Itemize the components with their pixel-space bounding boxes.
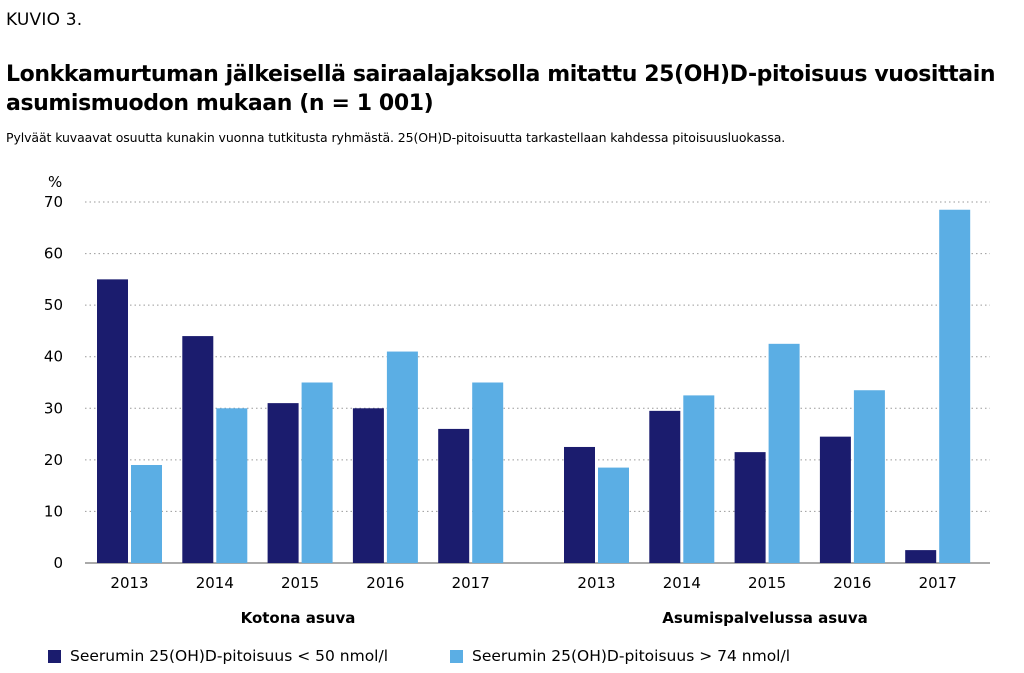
chart-title: Lonkkamurtuman jälkeisellä sairaalajakso…: [6, 62, 996, 116]
y-tick-label: 70: [44, 193, 63, 211]
bar-asumispalvelu-2015-below50: [734, 452, 766, 563]
x-category-label: 2014: [196, 574, 234, 592]
bar-asumispalvelu-2013-above74: [598, 467, 629, 563]
y-tick-label: 0: [53, 554, 63, 572]
y-axis-unit-label: %: [48, 173, 62, 191]
group-label: Kotona asuva: [241, 609, 356, 627]
y-tick-label: 30: [44, 399, 63, 417]
bar-kotona-2014-above74: [216, 408, 248, 563]
chart-subtitle: Pylväät kuvaavat osuutta kunakin vuonna …: [6, 130, 786, 145]
bars: [97, 209, 971, 563]
x-category-label: 2014: [663, 574, 701, 592]
bar-kotona-2016-below50: [352, 408, 384, 563]
group-labels: Kotona asuva Asumispalvelussa asuva: [241, 609, 868, 627]
x-category-label: 2013: [577, 574, 615, 592]
group-label: Asumispalvelussa asuva: [662, 609, 868, 627]
bar-kotona-2013-below50: [97, 279, 128, 563]
y-tick-label: 40: [44, 348, 63, 366]
y-tick-label: 20: [44, 451, 63, 469]
y-axis-ticks: 0 10 20 30 40 50 60 70: [44, 193, 63, 572]
legend-label: Seerumin 25(OH)D-pitoisuus < 50 nmol/l: [70, 647, 389, 665]
bar-asumispalvelu-2015-above74: [768, 343, 800, 563]
legend-swatch-dark: [48, 649, 61, 663]
bar-kotona-2014-below50: [182, 336, 214, 563]
bar-kotona-2015-below50: [267, 403, 299, 563]
bar-asumispalvelu-2017-above74: [939, 209, 971, 563]
x-category-label: 2016: [833, 574, 871, 592]
x-category-label: 2015: [748, 574, 786, 592]
y-tick-label: 50: [44, 296, 63, 314]
legend-item-above-74: Seerumin 25(OH)D-pitoisuus > 74 nmol/l: [450, 647, 790, 665]
y-tick-label: 60: [44, 245, 63, 263]
bar-kotona-2016-above74: [386, 351, 418, 563]
bar-kotona-2015-above74: [301, 382, 333, 563]
bar-kotona-2013-above74: [131, 465, 162, 563]
bar-kotona-2017-above74: [472, 382, 504, 563]
bar-asumispalvelu-2016-above74: [853, 390, 885, 563]
legend-item-below-50: Seerumin 25(OH)D-pitoisuus < 50 nmol/l: [48, 647, 388, 665]
x-category-label: 2015: [281, 574, 319, 592]
bar-asumispalvelu-2016-below50: [819, 436, 851, 563]
bar-asumispalvelu-2014-above74: [683, 395, 715, 563]
bar-asumispalvelu-2017-below50: [905, 550, 937, 563]
legend-swatch-light: [450, 649, 463, 663]
bar-asumispalvelu-2014-below50: [649, 410, 681, 563]
bar-kotona-2017-below50: [438, 428, 470, 563]
bar-asumispalvelu-2013-below50: [564, 446, 595, 563]
x-category-label: 2013: [110, 574, 148, 592]
x-category-label: 2017: [919, 574, 957, 592]
x-axis-categories: 2013 2014 2015 2016 2017 2013 2014 2015 2016 2017: [110, 574, 956, 592]
x-category-label: 2017: [452, 574, 490, 592]
x-category-label: 2016: [366, 574, 404, 592]
figure-label: KUVIO 3.: [6, 10, 83, 30]
legend-label: Seerumin 25(OH)D-pitoisuus > 74 nmol/l: [472, 647, 791, 665]
y-tick-label: 10: [44, 502, 63, 520]
